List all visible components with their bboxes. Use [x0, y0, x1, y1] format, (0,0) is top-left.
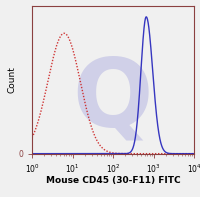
Y-axis label: Count: Count	[8, 66, 17, 93]
Text: Q: Q	[72, 54, 152, 147]
X-axis label: Mouse CD45 (30-F11) FITC: Mouse CD45 (30-F11) FITC	[46, 177, 180, 186]
